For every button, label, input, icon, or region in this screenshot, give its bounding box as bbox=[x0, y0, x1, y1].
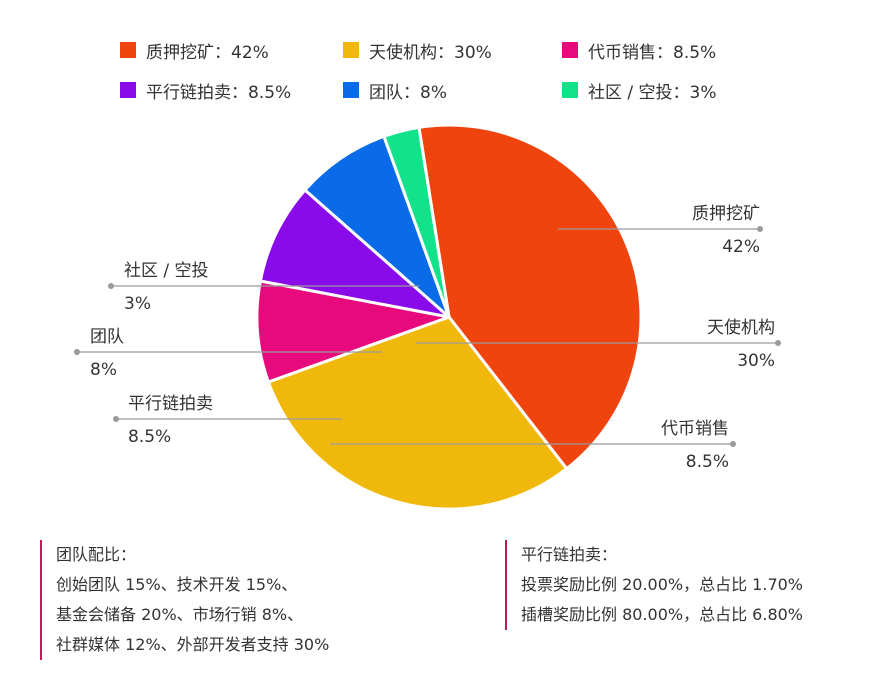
callout-dot-token-sale bbox=[730, 441, 736, 447]
callout-dot-community bbox=[108, 283, 114, 289]
legend-label: 社区 / 空投：3% bbox=[588, 82, 717, 103]
note-line: 插槽奖励比例 80.00%，总占比 6.80% bbox=[521, 605, 804, 624]
legend-item-auction[interactable]: 平行链拍卖：8.5% bbox=[120, 78, 292, 103]
legend-label: 团队：8% bbox=[369, 82, 447, 103]
pie-slice-token-sale[interactable] bbox=[255, 279, 451, 384]
note-line: 投票奖励比例 20.00%，总占比 1.70% bbox=[521, 575, 804, 594]
note-line: 基金会储备 20%、市场行销 8%、 bbox=[56, 605, 304, 624]
pie-slices bbox=[255, 123, 643, 511]
auction-allocation-note: 平行链拍卖： 投票奖励比例 20.00%，总占比 1.70% 插槽奖励比例 80… bbox=[505, 540, 803, 630]
legend-swatch bbox=[120, 82, 136, 98]
note-line: 创始团队 15%、技术开发 15%、 bbox=[56, 575, 298, 594]
legend-item-angel[interactable]: 天使机构：30% bbox=[343, 38, 492, 63]
slice-value-staking: 42% bbox=[722, 237, 760, 257]
slice-value-team: 8% bbox=[90, 360, 117, 380]
slice-label-staking: 质押挖矿 bbox=[692, 204, 760, 224]
legend-swatch bbox=[562, 42, 578, 58]
team-allocation-note: 团队配比： 创始团队 15%、技术开发 15%、 基金会储备 20%、市场行销 … bbox=[40, 540, 329, 660]
legend-swatch bbox=[343, 82, 359, 98]
slice-label-angel: 天使机构 bbox=[707, 317, 775, 338]
slice-label-team: 团队 bbox=[90, 327, 124, 347]
slice-value-token-sale: 8.5% bbox=[686, 452, 729, 472]
slice-value-auction: 8.5% bbox=[128, 427, 171, 447]
slice-label-community: 社区 / 空投 bbox=[124, 261, 209, 281]
legend-label: 天使机构：30% bbox=[369, 42, 492, 63]
callout-dot-team bbox=[74, 349, 80, 355]
slice-label-auction: 平行链拍卖 bbox=[128, 394, 213, 414]
slice-label-token-sale: 代币销售 bbox=[661, 419, 729, 439]
callout-dot-angel bbox=[775, 340, 781, 346]
pie-callouts: 质押挖矿 42% 天使机构 30% 代币销售 8.5% 平行链拍卖 8.5% 团队 8% 社区 / … bbox=[74, 204, 781, 472]
pie-slice-team[interactable] bbox=[303, 134, 451, 319]
legend-item-community[interactable]: 社区 / 空投：3% bbox=[562, 78, 717, 103]
note-line: 社群媒体 12%、外部开发者支持 30% bbox=[56, 635, 330, 654]
legend-item-token-sale[interactable]: 代币销售：8.5% bbox=[562, 38, 717, 63]
note-title: 平行链拍卖： bbox=[521, 545, 618, 564]
pie-slice-angel[interactable] bbox=[266, 315, 569, 511]
slice-value-community: 3% bbox=[124, 294, 151, 314]
pie-slice-auction[interactable] bbox=[258, 188, 451, 319]
legend-label: 平行链拍卖：8.5% bbox=[146, 82, 292, 103]
callout-dot-auction bbox=[113, 416, 119, 422]
legend-label: 代币销售：8.5% bbox=[588, 42, 717, 63]
callout-dot-staking bbox=[757, 226, 763, 232]
legend-swatch bbox=[562, 82, 578, 98]
legend-label: 质押挖矿：42% bbox=[146, 42, 269, 63]
legend-item-staking[interactable]: 质押挖矿：42% bbox=[120, 38, 269, 63]
legend-swatch bbox=[120, 42, 136, 58]
note-title: 团队配比： bbox=[56, 545, 137, 564]
pie-slice-staking[interactable] bbox=[417, 123, 643, 471]
slice-value-angel: 30% bbox=[737, 351, 775, 371]
legend-swatch bbox=[343, 42, 359, 58]
pie-slice-community[interactable] bbox=[382, 125, 451, 319]
legend-item-team[interactable]: 团队：8% bbox=[343, 78, 447, 103]
